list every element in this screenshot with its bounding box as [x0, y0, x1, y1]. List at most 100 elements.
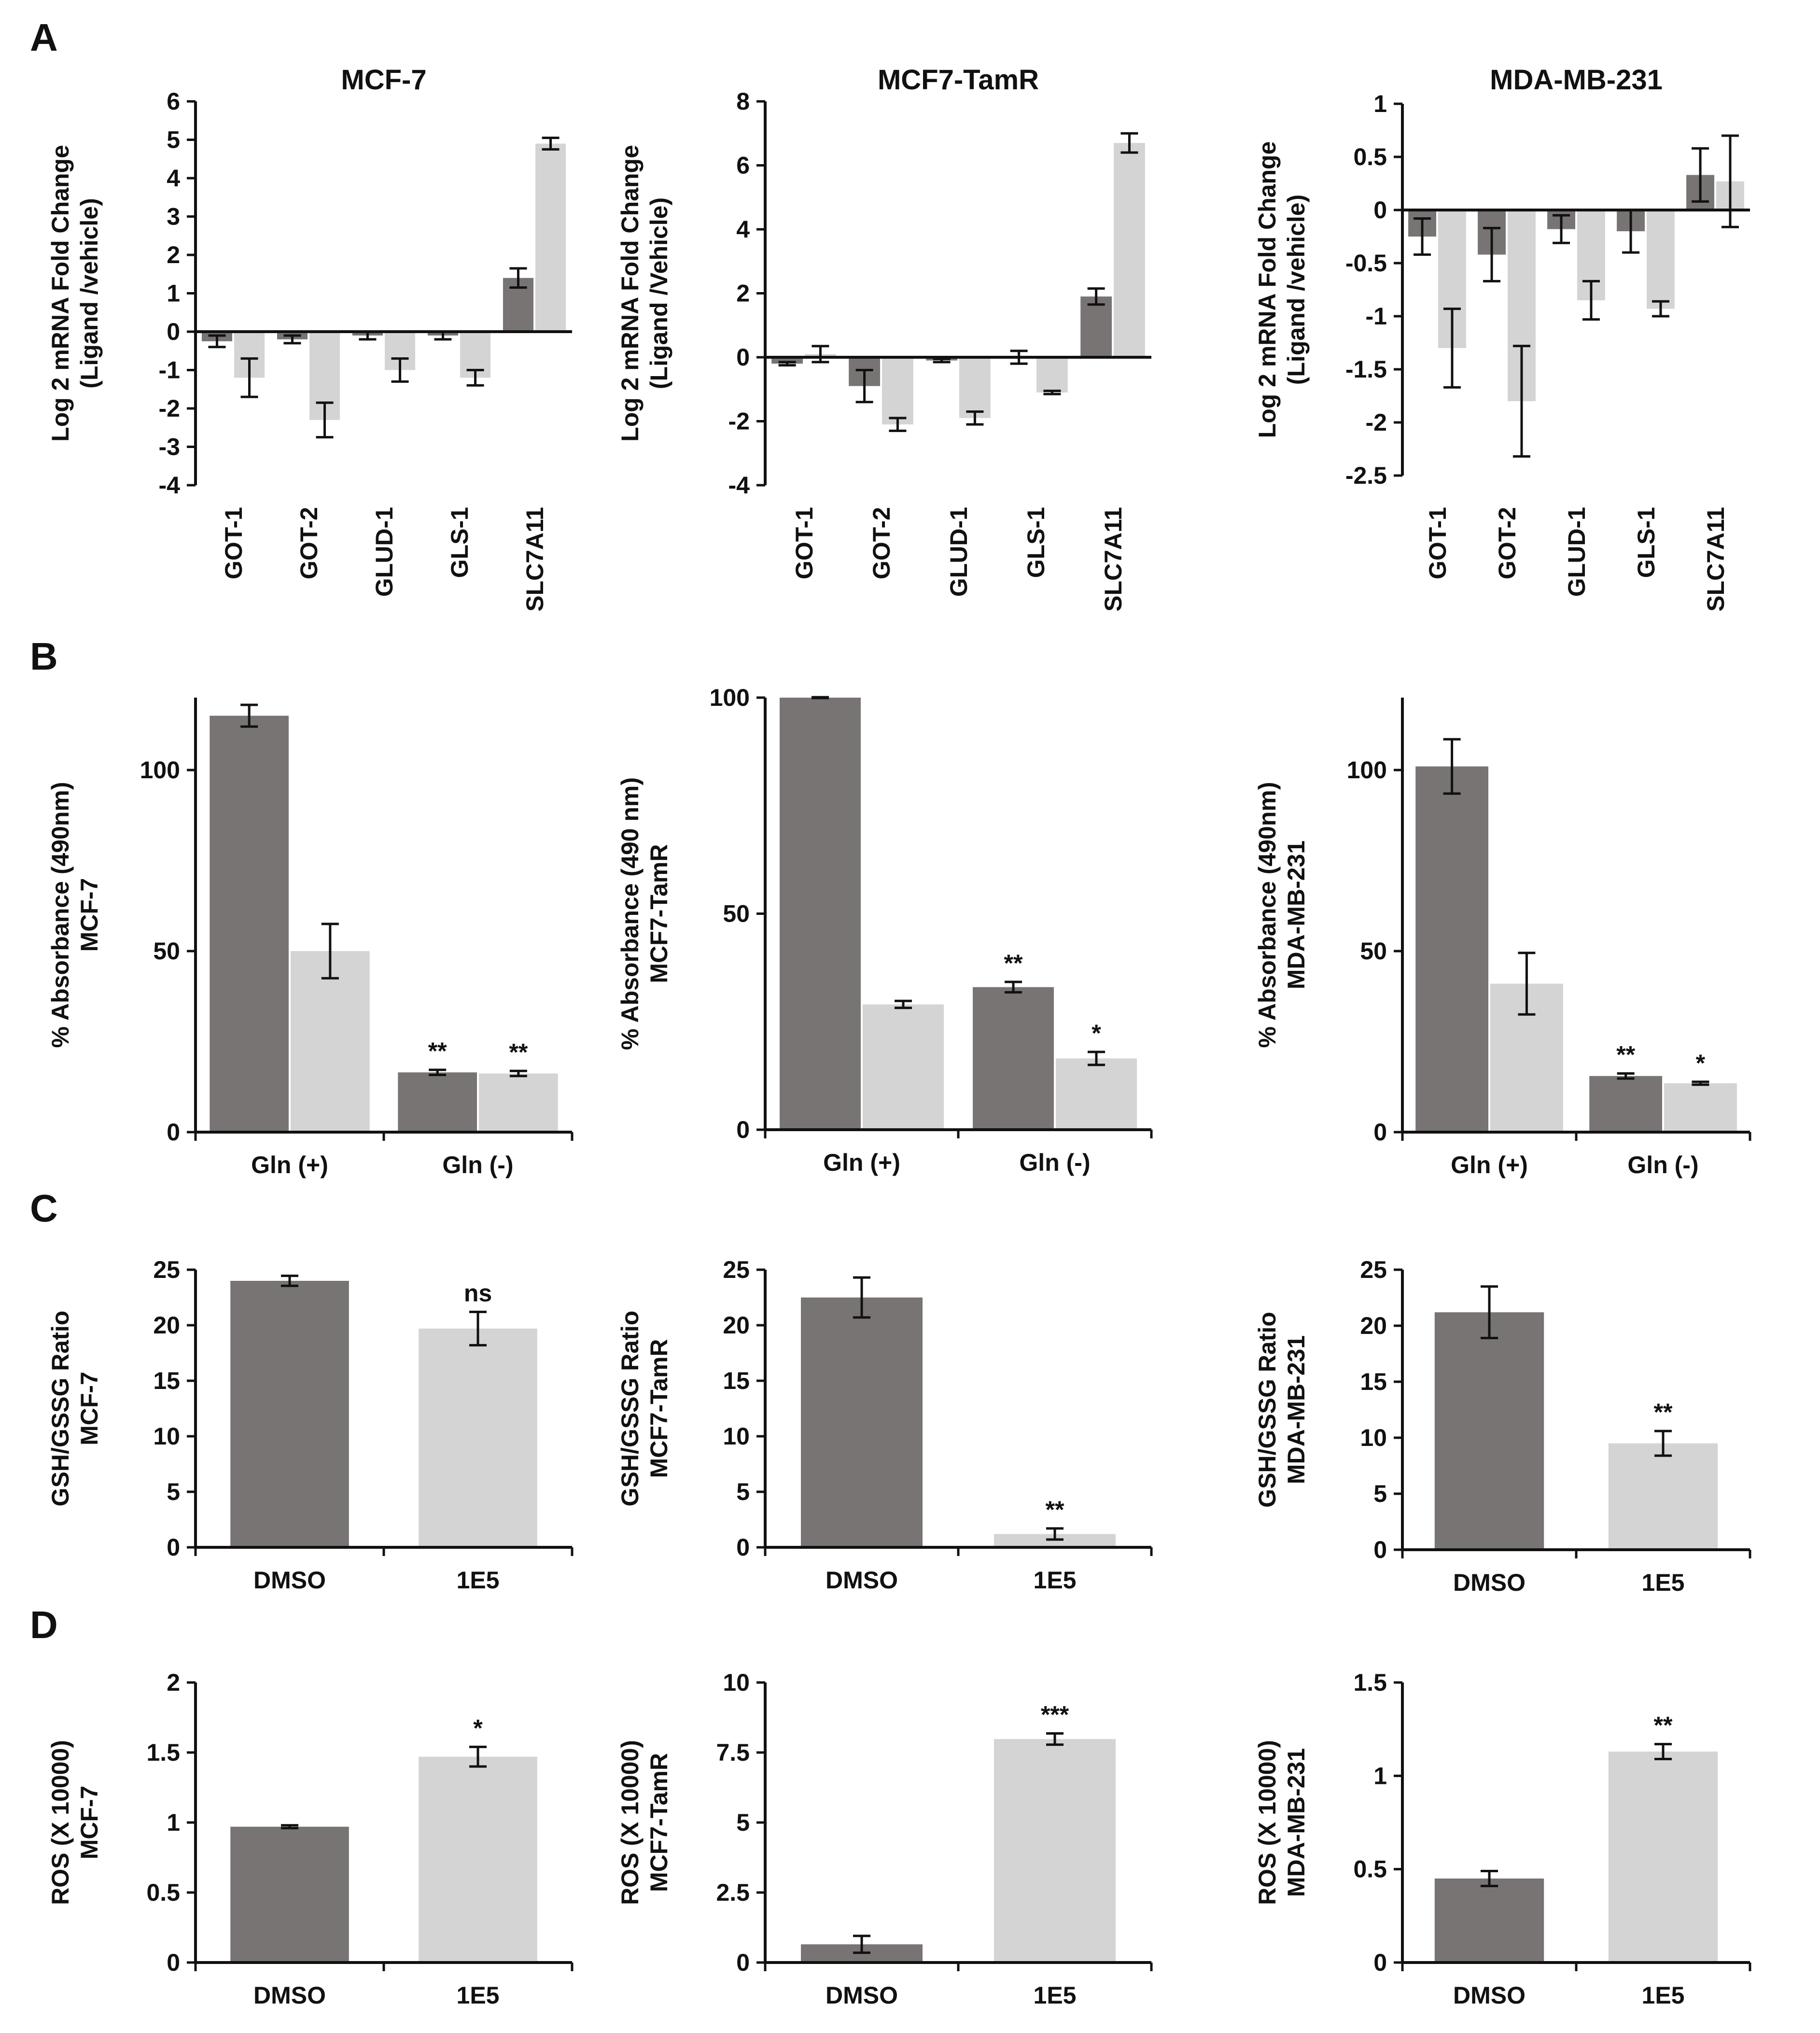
y-axis-title: MDA-MB-231: [1283, 841, 1310, 989]
y-tick-label: 10: [153, 1423, 180, 1450]
y-tick-label: 0: [736, 1949, 750, 1976]
y-tick-label: 4: [167, 165, 180, 192]
y-tick-label: 0: [1373, 1536, 1387, 1563]
y-tick-label: 20: [153, 1312, 180, 1339]
bar-gln: [973, 987, 1054, 1130]
y-tick-label: 3: [167, 203, 180, 230]
bar-gln: [210, 715, 289, 1132]
category-label: DMSO: [1453, 1982, 1526, 2009]
y-axis-title: MCF7-TamR: [645, 844, 672, 983]
bar-gln: [1664, 1083, 1737, 1132]
y-axis-title: MDA-MB-231: [1283, 1748, 1310, 1897]
panel-label-d: D: [30, 1603, 58, 1646]
y-tick-label: 0.5: [1353, 143, 1387, 170]
y-axis-title: Log 2 mRNA Fold Change: [616, 145, 644, 442]
bar-slc7a11: [1080, 296, 1112, 357]
category-label: GLS-1: [1022, 507, 1050, 578]
y-axis-title: MCF7-TamR: [645, 1339, 672, 1478]
significance-label: **: [1654, 1712, 1673, 1739]
y-axis-title: ROS (X 10000): [47, 1740, 74, 1905]
y-tick-label: 0: [1373, 1949, 1387, 1976]
bar-dmso: [230, 1281, 349, 1547]
y-tick-label: -4: [159, 472, 181, 499]
y-tick-label: -1: [159, 357, 180, 384]
bar-slc7a11: [1114, 143, 1145, 357]
y-tick-label: 1: [1373, 90, 1387, 117]
y-axis-title: (Ligand /Vehicle): [645, 197, 672, 389]
y-tick-label: 1.5: [146, 1739, 180, 1766]
chart-a3: MDA-MB-231 Log 2 mRNA Fold Change (Ligand …: [1254, 64, 1750, 612]
y-axis-title: % Absorbance (490nm): [1254, 782, 1281, 1048]
category-label: GLUD-1: [371, 507, 398, 597]
significance-label: **: [1654, 1399, 1673, 1426]
chart-c2: GSH/GSSG Ratio MCF7-TamR ** 25 20 15 10 5 0 DMSO 1…: [616, 1256, 1153, 1594]
y-tick-label: 1: [1373, 1762, 1387, 1789]
y-tick-label: 10: [723, 1423, 750, 1450]
y-tick-label: -2: [1366, 409, 1387, 436]
bar-gln: [780, 698, 861, 1130]
y-tick-label: 1: [167, 1809, 180, 1836]
y-tick-label: 5: [736, 1478, 750, 1505]
significance-label: *: [1092, 1020, 1101, 1047]
bar-glud-1: [959, 357, 991, 418]
y-tick-label: -2: [159, 395, 180, 422]
bar-dmso: [1434, 1312, 1544, 1550]
category-label: 1E5: [1642, 1982, 1685, 2009]
y-tick-label: -2.5: [1345, 462, 1387, 489]
y-tick-label: 5: [736, 1809, 750, 1836]
y-tick-label: 6: [167, 88, 180, 115]
y-tick-label: 6: [736, 152, 750, 179]
category-label: DMSO: [253, 1982, 326, 2009]
bar-gls-1: [1036, 357, 1068, 393]
bar-1e5: [419, 1328, 537, 1547]
bar-1e5: [1608, 1443, 1718, 1550]
y-tick-label: 1.5: [1353, 1669, 1387, 1696]
significance-label: *: [473, 1714, 483, 1741]
bar-gln: [398, 1072, 477, 1132]
y-tick-label: 50: [153, 938, 180, 965]
y-axis-title: MCF-7: [76, 1372, 103, 1445]
category-label: DMSO: [826, 1982, 898, 2009]
category-label: Gln (-): [1019, 1149, 1090, 1176]
y-tick-label: 20: [723, 1312, 750, 1339]
chart-c1: GSH/GSSG Ratio MCF-7 ns 25 20 15 10 5 0 DMSO 1E5: [47, 1256, 574, 1594]
category-label: GLUD-1: [1563, 507, 1590, 597]
y-tick-label: 5: [167, 126, 180, 154]
y-axis-title: MDA-MB-231: [1283, 1335, 1310, 1484]
y-tick-label: 7.5: [716, 1739, 750, 1766]
bar-1e5: [994, 1739, 1116, 1963]
y-tick-label: 15: [723, 1367, 750, 1394]
category-label: SLC7A11: [1702, 507, 1729, 612]
category-label: GOT-1: [791, 507, 818, 579]
chart-b3: % Absorbance (490nm) MDA-MB-231** *100500G…: [1254, 698, 1751, 1178]
chart-title: MCF-7: [341, 64, 426, 96]
y-tick-label: -1.5: [1345, 356, 1387, 383]
significance-label: *: [1696, 1050, 1706, 1077]
y-tick-label: 100: [710, 684, 750, 711]
y-axis-title: MCF7-TamR: [645, 1753, 672, 1892]
chart-d3: ROS (X 10000) MDA-MB-231 ** 1.5 1 0.5 0 DMSO 1E5: [1254, 1669, 1751, 2009]
category-label: SLC7A11: [1100, 507, 1127, 612]
y-tick-label: 0: [167, 1119, 180, 1146]
y-tick-label: 15: [153, 1367, 180, 1394]
chart-a2: MCF7-TamR Log 2 mRNA Fold Change (Ligand /…: [616, 64, 1151, 612]
significance-label: **: [1004, 950, 1023, 977]
bar-got-2: [882, 357, 913, 425]
category-label: 1E5: [1642, 1569, 1685, 1596]
y-axis-title: GSH/GSSG Ratio: [47, 1311, 74, 1507]
y-tick-label: 10: [723, 1669, 750, 1696]
y-tick-label: 0: [736, 1116, 750, 1143]
y-tick-label: 1: [167, 280, 180, 307]
significance-label: **: [1046, 1496, 1064, 1523]
y-tick-label: 5: [167, 1478, 180, 1505]
y-tick-label: 20: [1360, 1312, 1387, 1339]
bar-1e5: [419, 1756, 537, 1963]
y-axis-title: GSH/GSSG Ratio: [616, 1311, 644, 1507]
bar-gln: [863, 1004, 944, 1130]
y-tick-label: 4: [736, 216, 750, 243]
bar-gln: [1056, 1058, 1137, 1130]
y-tick-label: 2.5: [716, 1879, 750, 1906]
category-label: SLC7A11: [521, 507, 548, 612]
